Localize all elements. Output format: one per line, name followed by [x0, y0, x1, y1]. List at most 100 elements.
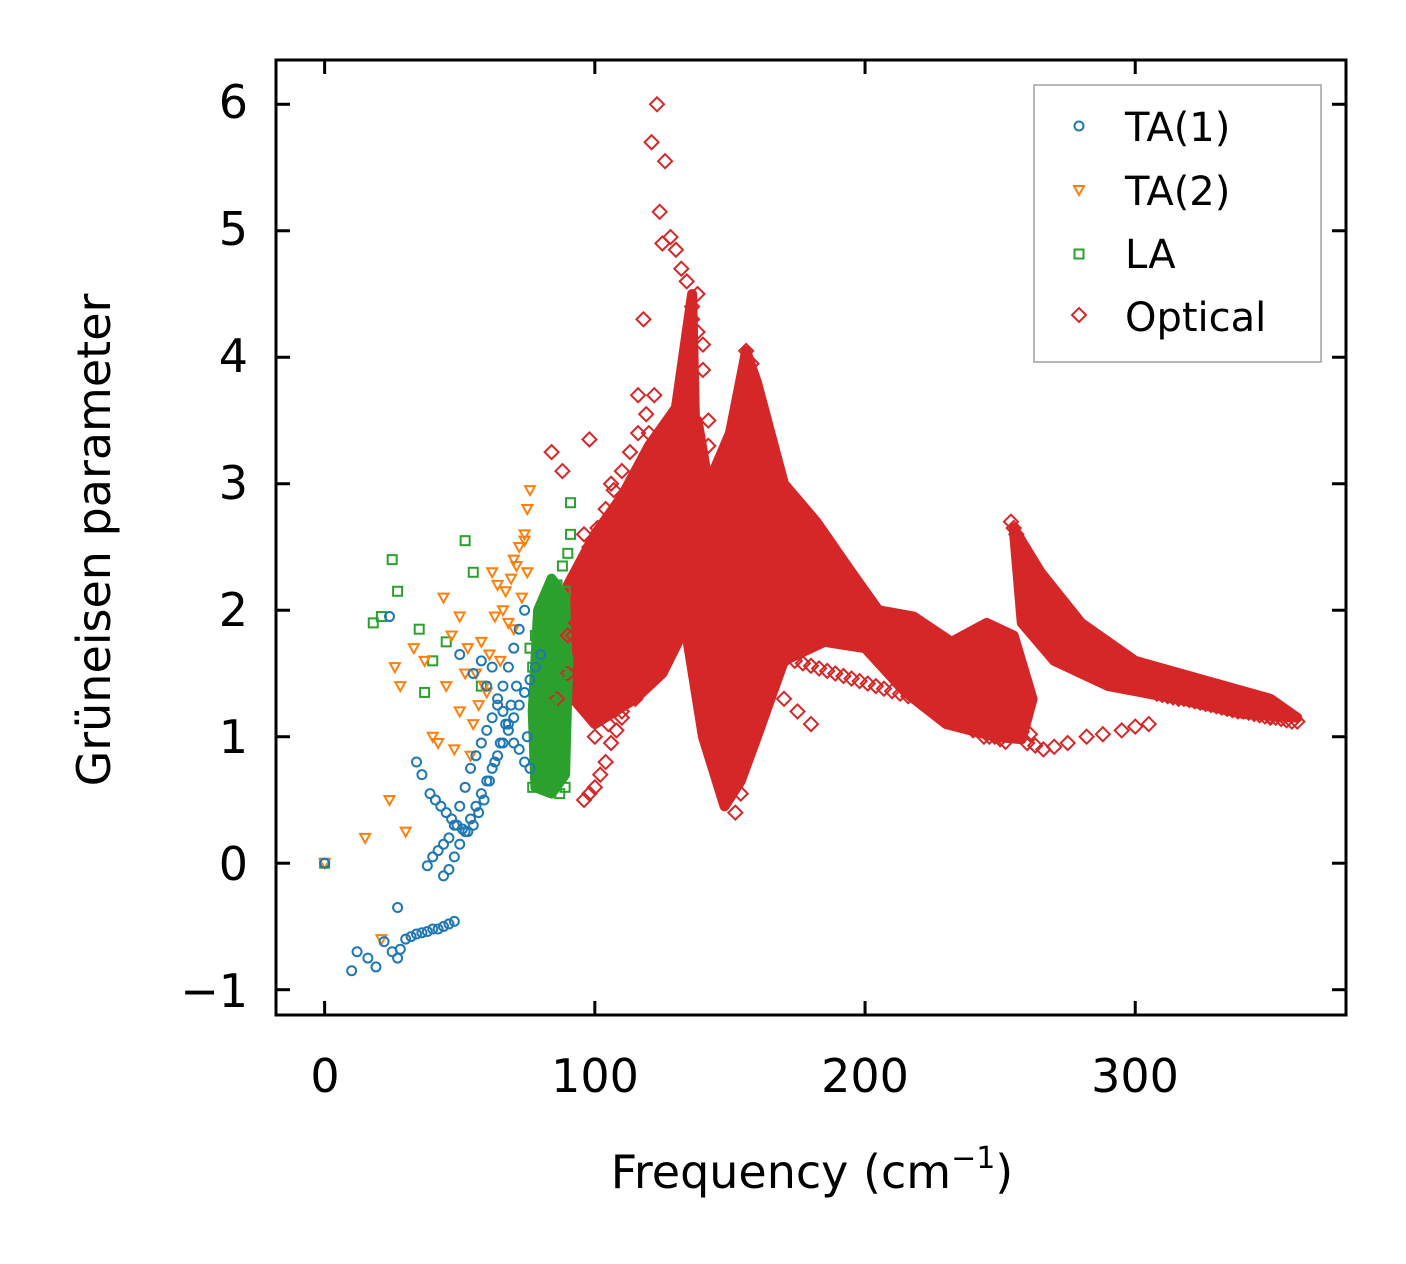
point-ta1: [319, 857, 331, 869]
point-optical: [705, 475, 723, 493]
point-ta2: [426, 731, 440, 744]
dense-point-regions: [527, 289, 1303, 812]
point-optical: [694, 361, 712, 379]
point-optical: [729, 627, 747, 644]
point-optical: [645, 576, 663, 594]
point-ta1: [411, 928, 423, 940]
legend-item-ta2: TA(2): [1072, 169, 1230, 215]
point-optical: [726, 804, 744, 822]
point-ta2: [515, 592, 529, 605]
point-ta1: [370, 961, 382, 973]
point-ta2: [520, 567, 534, 580]
point-ta1: [438, 920, 450, 932]
point-la: [467, 566, 479, 578]
point-ta1: [429, 794, 441, 806]
point-ta1: [486, 712, 498, 724]
point-optical: [616, 538, 633, 556]
point-optical: [651, 203, 669, 221]
point-optical: [586, 778, 604, 796]
point-optical: [1261, 708, 1279, 725]
point-ta1: [492, 750, 504, 762]
point-ta1: [519, 604, 531, 616]
point-optical: [643, 133, 660, 151]
point-optical: [1140, 715, 1158, 733]
point-optical: [1283, 713, 1301, 730]
point-optical: [667, 241, 685, 259]
point-optical: [591, 766, 609, 784]
x-axis-title: Frequency (cm−1): [611, 1141, 1014, 1199]
point-optical: [1278, 711, 1295, 729]
point-optical: [662, 500, 679, 518]
point-ta2: [474, 636, 489, 649]
point-optical: [589, 519, 606, 537]
point-ta1: [473, 807, 485, 819]
point-optical: [1086, 633, 1104, 651]
point-optical: [1159, 687, 1177, 705]
point-ta2: [407, 643, 421, 656]
point-optical: [640, 424, 658, 442]
point-ta2: [374, 934, 389, 947]
triangle-down-marker-icon: [1072, 185, 1086, 198]
square-marker-icon: [1073, 248, 1085, 260]
point-optical: [1175, 690, 1193, 708]
y-tick-label: 3: [219, 456, 248, 510]
point-optical: [624, 544, 642, 562]
point-ta1: [416, 927, 428, 939]
point-ta2: [439, 681, 453, 694]
point-ta2: [417, 655, 432, 668]
point-optical: [689, 285, 706, 303]
point-optical: [789, 703, 806, 720]
point-optical: [581, 538, 598, 556]
point-ta1: [432, 923, 444, 935]
point-optical: [597, 753, 615, 771]
point-optical: [710, 639, 728, 657]
point-la: [556, 560, 568, 572]
point-optical: [1191, 694, 1209, 711]
point-ta1: [519, 756, 531, 768]
legend-frame: [1033, 84, 1322, 363]
point-ta1: [513, 699, 525, 711]
point-optical: [1059, 608, 1077, 625]
point-ta1: [411, 756, 423, 768]
point-optical: [602, 734, 620, 752]
point-optical: [1245, 705, 1263, 723]
point-optical: [672, 437, 690, 455]
point-la: [546, 699, 558, 711]
point-la: [440, 636, 452, 648]
point-optical: [710, 538, 728, 556]
point-optical: [802, 715, 820, 733]
point-optical: [897, 658, 914, 676]
point-la: [559, 585, 571, 597]
point-optical: [1240, 704, 1258, 722]
point-ta2: [517, 529, 532, 542]
point-la: [459, 535, 471, 547]
point-optical: [564, 576, 582, 594]
point-ta2: [436, 592, 451, 605]
point-optical: [1202, 696, 1220, 714]
point-optical: [678, 272, 696, 290]
point-optical: [605, 481, 623, 499]
point-optical: [575, 791, 593, 809]
point-optical: [629, 652, 647, 670]
point-optical: [780, 513, 798, 531]
point-la: [551, 674, 563, 686]
y-tick-label: 4: [219, 329, 248, 383]
point-la: [546, 693, 558, 705]
point-ta1: [440, 807, 452, 819]
point-optical: [1153, 671, 1171, 689]
point-optical: [543, 443, 561, 461]
point-ta1: [383, 611, 395, 623]
point-la: [535, 743, 547, 755]
point-optical: [705, 551, 723, 569]
point-optical: [648, 563, 666, 581]
point-optical: [705, 608, 723, 625]
point-optical: [637, 405, 655, 423]
point-optical: [797, 544, 815, 562]
point-ta1: [481, 724, 493, 736]
legend-label: TA(2): [1124, 169, 1230, 215]
point-ta1: [492, 699, 504, 711]
point-optical: [626, 690, 644, 708]
point-optical: [708, 576, 725, 594]
y-tick-label: 1: [219, 710, 248, 764]
